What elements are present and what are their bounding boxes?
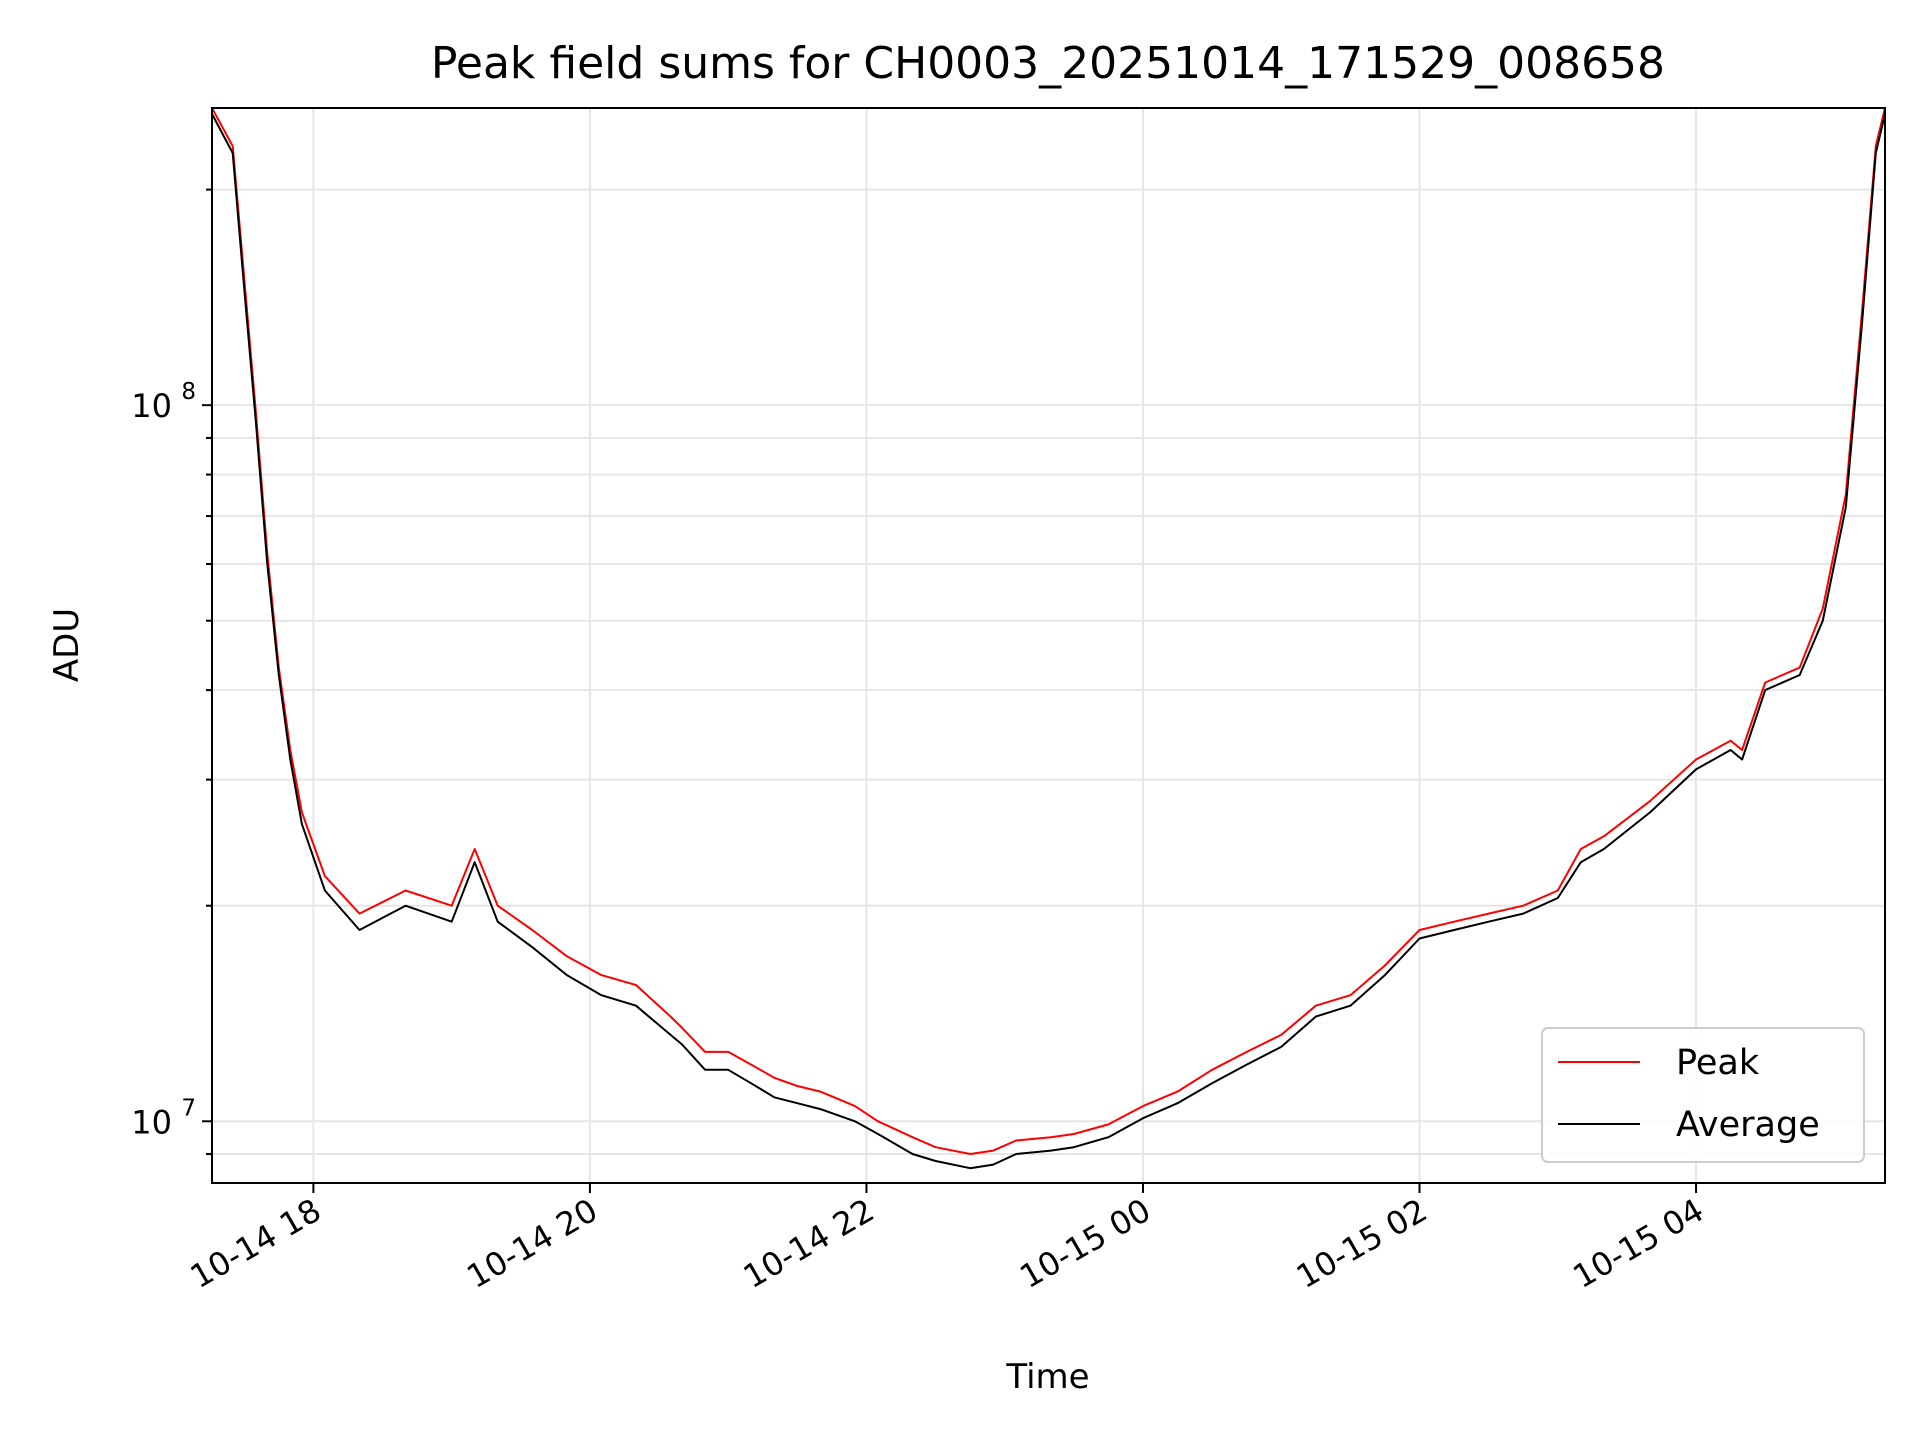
y-axis-ticks: 10 7 10 8 [131, 188, 212, 1156]
series-line-peak [211, 107, 1886, 1155]
legend: Peak Average [1541, 1027, 1865, 1163]
chart-title: Peak field sums for CH0003_20251014_1715… [431, 38, 1665, 89]
legend-label-average: Average [1676, 1105, 1820, 1145]
x-axis-label: Time [1005, 1357, 1089, 1397]
series-line-average [211, 113, 1886, 1170]
y-tick-exponent: 7 [181, 1095, 196, 1121]
plot-frame [211, 107, 1886, 1184]
y-tick-label: 10 [131, 1103, 172, 1141]
y-axis-label: ADU [47, 608, 87, 682]
legend-label-peak: Peak [1676, 1043, 1760, 1083]
series-layer [211, 107, 1886, 1170]
y-tick-exponent: 8 [181, 379, 196, 405]
y-tick-label: 10 [131, 387, 172, 425]
